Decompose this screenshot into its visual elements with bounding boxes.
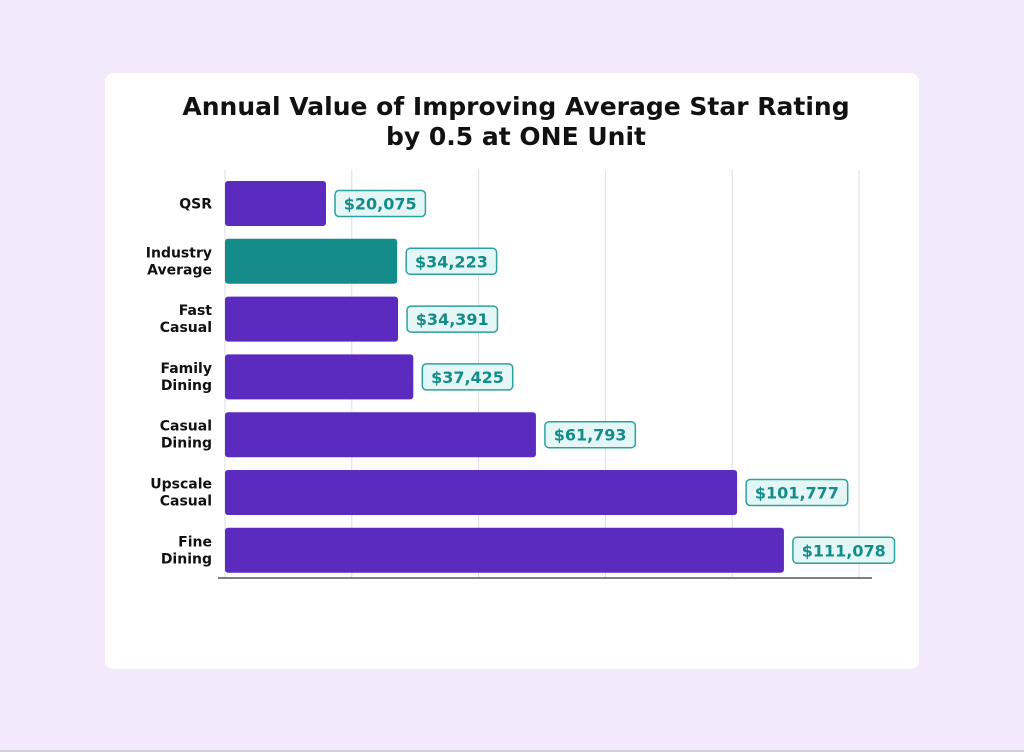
value-label-box bbox=[405, 247, 498, 276]
value-label: $111,078 bbox=[802, 541, 886, 560]
bar bbox=[225, 354, 414, 400]
bar bbox=[225, 470, 738, 515]
value-label: $34,391 bbox=[416, 310, 489, 329]
category-label: Industry bbox=[146, 245, 212, 261]
chart-title-line-2: by 0.5 at ONE Unit bbox=[386, 122, 646, 151]
category-label: Upscale bbox=[150, 477, 212, 493]
value-label-box bbox=[792, 536, 896, 565]
category-label: Dining bbox=[161, 436, 212, 452]
value-label: $101,777 bbox=[755, 484, 839, 503]
chart-title-line-1: Annual Value of Improving Average Star R… bbox=[182, 92, 850, 121]
value-label-box bbox=[745, 478, 849, 507]
category-label: Casual bbox=[160, 494, 212, 510]
value-label: $20,075 bbox=[344, 195, 417, 214]
category-label: Dining bbox=[161, 551, 212, 567]
bar bbox=[225, 181, 327, 226]
value-label: $34,223 bbox=[415, 252, 488, 271]
category-label: Fine bbox=[178, 534, 212, 550]
category-label: QSR bbox=[179, 197, 212, 213]
category-label: Dining bbox=[161, 378, 212, 394]
value-label: $37,425 bbox=[431, 368, 504, 387]
category-label: Family bbox=[160, 361, 212, 377]
chart-title: Annual Value of Improving Average Star R… bbox=[0, 92, 1024, 152]
value-label: $61,793 bbox=[554, 426, 627, 445]
category-label: Average bbox=[147, 262, 212, 278]
value-label-box bbox=[544, 420, 637, 449]
bar bbox=[225, 238, 398, 284]
category-labels: QSRIndustryAverageFastCasualFamilyDining… bbox=[146, 197, 213, 568]
bars bbox=[225, 181, 784, 573]
category-label: Casual bbox=[160, 320, 212, 336]
value-labels: $20,075 $34,223 $34,391 $37,425 $61,793 $101,… bbox=[334, 189, 896, 565]
value-label-box bbox=[421, 363, 514, 391]
category-label: Fast bbox=[179, 303, 213, 319]
bar bbox=[225, 412, 536, 458]
value-label-box bbox=[406, 305, 499, 333]
category-label: Casual bbox=[160, 419, 212, 435]
value-label-box bbox=[334, 189, 427, 218]
bottom-divider bbox=[0, 750, 1024, 752]
bar bbox=[225, 527, 784, 573]
bar bbox=[225, 296, 399, 342]
